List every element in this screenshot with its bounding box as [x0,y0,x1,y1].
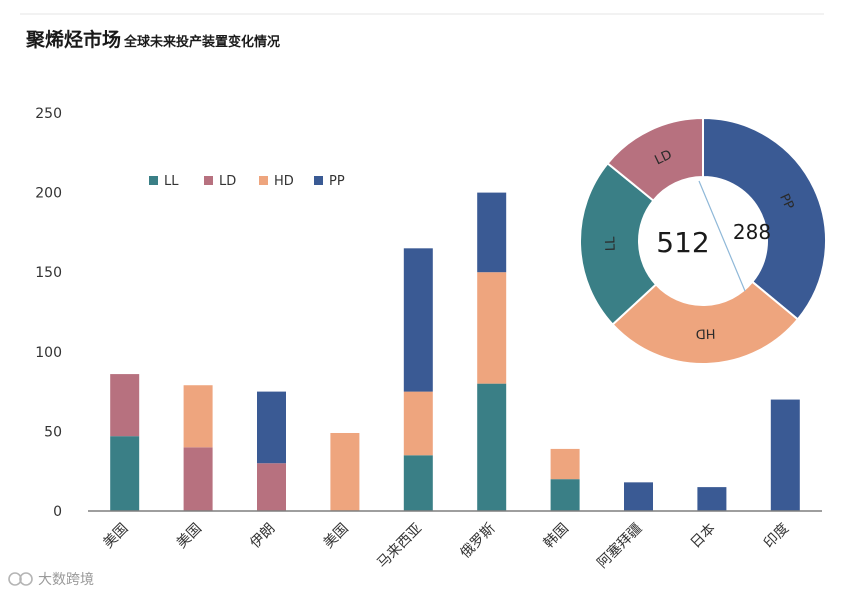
bar-segment-ll [110,436,140,511]
bar-segment-pp [257,391,286,464]
x-tick-label: 阿塞拜疆 [594,520,646,572]
bar-segment-hd [330,432,360,511]
x-tick-label: 印度 [761,521,792,552]
chart-title-main: 聚烯烃市场 [25,28,121,51]
y-tick-label: 50 [44,424,62,440]
bar-segment-ll [550,479,580,511]
chart-title-sub: 全球未来投产装置变化情况 [123,34,280,50]
y-tick-label: 0 [53,504,62,520]
y-tick-label: 100 [35,345,62,361]
donut-slice-ll [579,161,658,326]
x-tick-label: 美国 [100,521,131,552]
bar-segment-pp [770,399,800,511]
y-tick-label: 150 [35,265,62,281]
bar-segment-pp [697,487,727,511]
bar-stack [330,432,360,511]
donut-chart: PP HD LL LD 512 288 [579,116,827,365]
x-tick-label: 美国 [174,521,205,552]
bar-segment-pp [624,482,653,511]
legend-item: LL [149,174,179,189]
donut-slice-hd [611,280,800,365]
bar-stack [550,448,580,511]
x-tick-label: 伊朗 [247,521,278,552]
y-tick-label: 200 [35,186,62,202]
legend-item: LD [204,174,236,189]
legend-label: HD [274,174,294,189]
bar-segment-hd [183,385,213,448]
donut-center-value-primary: 512 [656,226,709,259]
bar-segment-ld [110,374,140,437]
x-tick-label: 马来西亚 [374,521,425,572]
watermark-logo-icon [8,572,33,586]
y-tick-label: 250 [35,106,62,122]
donut-center-divider [698,180,746,292]
legend: LL LD HD PP [149,174,345,189]
bar-segment-pp [477,192,507,273]
bar-plot [110,192,800,511]
donut-slice-label: LD [652,147,674,168]
donut-slice-pp [702,116,827,321]
donut-slice-label: LL [603,236,618,252]
legend-label: LD [219,174,236,189]
legend-item: PP [314,174,345,189]
bar-segment-ld [183,447,213,511]
bar-segment-ld [257,463,286,511]
x-tick-label: 日本 [688,521,719,552]
bar-stack [110,374,140,511]
bar-stack [697,487,727,511]
bar-stack [770,399,800,511]
x-tick-label: 美国 [321,521,352,552]
x-axis: 美国 美国 伊朗 美国 马来西亚 俄罗斯 韩国 阿塞拜疆 日本 印度 [100,520,792,572]
legend-swatch [204,176,213,185]
x-tick-label: 俄罗斯 [458,521,499,562]
bar-segment-hd [403,391,433,456]
legend-label: PP [329,174,345,189]
bar-stack [257,391,286,511]
bar-stack [477,192,507,511]
legend-swatch [259,176,268,185]
bar-stack [183,385,213,511]
y-axis: 0 50 100 150 200 250 [35,106,62,520]
bar-segment-hd [550,448,580,480]
bar-stack [624,482,653,511]
x-tick-label: 韩国 [541,521,572,552]
donut-slice-label: PP [776,192,796,213]
legend-swatch [314,176,323,185]
bar-segment-hd [477,272,507,384]
watermark-text: 大数跨境 [38,572,94,588]
watermark: 大数跨境 [8,572,94,588]
legend-item: HD [259,174,294,189]
bar-segment-ll [477,383,507,511]
donut-center-value-secondary: 288 [733,220,771,244]
legend-label: LL [164,174,179,189]
bar-segment-pp [403,248,433,392]
donut-slice-ld [606,116,704,202]
bar-stack [403,248,433,511]
bar-segment-ll [403,455,433,511]
legend-swatch [149,176,158,185]
chart-title: 聚烯烃市场 全球未来投产装置变化情况 [25,28,280,51]
donut-slice-label: HD [695,325,715,341]
